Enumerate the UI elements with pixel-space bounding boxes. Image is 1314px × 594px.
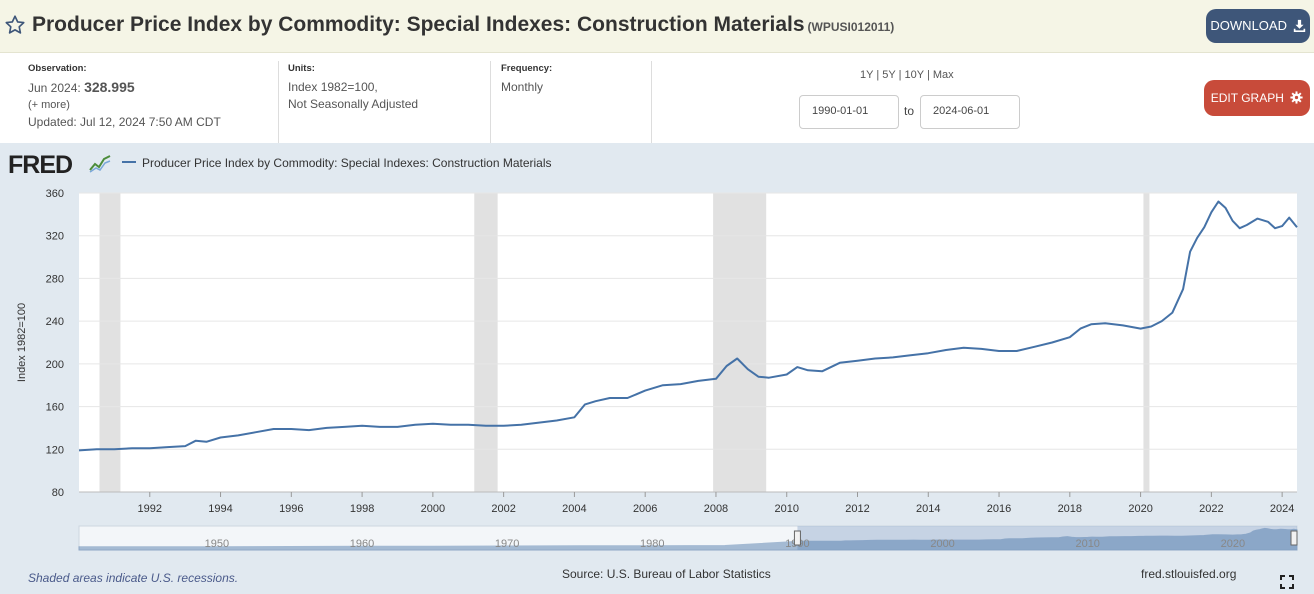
navigator-label: 1950 <box>205 538 229 550</box>
navigator-handle[interactable] <box>1290 530 1298 546</box>
x-tick-label: 1998 <box>350 503 374 515</box>
x-tick-label: 2018 <box>1058 503 1082 515</box>
fred-logo-chart-icon <box>88 153 112 173</box>
navigator-label: 2020 <box>1221 538 1245 550</box>
x-tick-label: 2002 <box>491 503 515 515</box>
plot-area <box>79 193 1297 492</box>
more-observations-link[interactable]: (+ more) <box>28 99 70 111</box>
gear-icon <box>1290 91 1303 104</box>
y-tick-label: 360 <box>46 188 64 200</box>
star-icon[interactable] <box>4 14 26 36</box>
series-metadata: Observation: Jun 2024: 328.995 (+ more) … <box>0 53 1314 143</box>
x-tick-label: 2000 <box>421 503 445 515</box>
frequency-block: Frequency: Monthly <box>501 63 552 96</box>
x-tick-label: 2016 <box>987 503 1011 515</box>
fred-logo-text: FRED <box>8 151 73 179</box>
range-separator: | <box>898 69 902 81</box>
y-tick-label: 120 <box>46 444 64 456</box>
range-1y[interactable]: 1Y <box>860 69 874 81</box>
updated-timestamp: Updated: Jul 12, 2024 7:50 AM CDT <box>28 115 221 129</box>
navigator-label: 2000 <box>930 538 954 550</box>
recession-band <box>1143 193 1150 492</box>
range-10y[interactable]: 10Y <box>904 69 924 81</box>
x-tick-label: 1994 <box>208 503 232 515</box>
navigator-label: 1960 <box>350 538 374 550</box>
chart-legend: Producer Price Index by Commodity: Speci… <box>122 156 552 170</box>
navigator-series <box>78 527 1298 551</box>
recession-band <box>99 193 121 492</box>
page-title: Producer Price Index by Commodity: Speci… <box>32 13 894 37</box>
download-label: DOWNLOAD <box>1210 18 1287 33</box>
observation-block: Observation: Jun 2024: 328.995 (+ more) … <box>28 63 221 131</box>
x-tick-label: 2014 <box>916 503 940 515</box>
end-date-input[interactable]: 2024-06-01 <box>920 95 1020 129</box>
units-block: Units: Index 1982=100, Not Seasonally Ad… <box>288 63 418 113</box>
x-tick-label: 2020 <box>1128 503 1152 515</box>
x-tick-label: 2008 <box>704 503 728 515</box>
y-axis-label: Index 1982=100 <box>16 303 28 382</box>
divider <box>278 61 279 143</box>
x-tick-label: 2004 <box>562 503 586 515</box>
y-tick-label: 80 <box>52 487 64 499</box>
navigator-handle[interactable] <box>793 530 801 546</box>
series-line[interactable] <box>78 200 1298 452</box>
range-separator: | <box>926 69 930 81</box>
x-tick-label: 2010 <box>774 503 798 515</box>
x-tick-label: 2024 <box>1270 503 1294 515</box>
chart[interactable]: 80 120 160 200 240 280 320 360 1992 1994 1996 1998 2… <box>0 143 1314 594</box>
site-link[interactable]: fred.stlouisfed.org <box>1141 567 1237 581</box>
recession-note: Shaded areas indicate U.S. recessions. <box>28 571 239 585</box>
observation-value: 328.995 <box>84 79 135 95</box>
units-label: Units: <box>288 63 315 74</box>
observation-row: Jun 2024: 328.995 <box>28 79 221 97</box>
range-5y[interactable]: 5Y <box>882 69 896 81</box>
navigator-label: 2010 <box>1075 538 1099 550</box>
range-max[interactable]: Max <box>932 69 954 81</box>
recession-band <box>713 193 767 492</box>
observation-date: Jun 2024: <box>28 81 81 95</box>
fullscreen-icon[interactable] <box>1280 575 1294 589</box>
series-id: (WPUSI012011) <box>807 20 895 34</box>
edit-graph-label: EDIT GRAPH <box>1210 91 1284 105</box>
x-tick-label: 2006 <box>633 503 657 515</box>
observation-label: Observation: <box>28 63 87 74</box>
navigator-selection[interactable] <box>797 526 1297 550</box>
start-date-input[interactable]: 1990-01-01 <box>799 95 899 129</box>
units-line-2: Not Seasonally Adjusted <box>288 97 419 111</box>
graph-panel: FRED Producer Price Index by Commodity: … <box>0 143 1314 594</box>
download-button[interactable]: DOWNLOAD <box>1206 9 1310 43</box>
edit-graph-button[interactable]: EDIT GRAPH <box>1204 80 1310 116</box>
y-tick-label: 240 <box>46 316 64 328</box>
x-tick-label: 1996 <box>279 503 303 515</box>
to-label: to <box>904 104 915 118</box>
download-icon <box>1293 19 1305 32</box>
source-note: Source: U.S. Bureau of Labor Statistics <box>562 567 771 581</box>
range-separator: | <box>876 69 880 81</box>
navigator-label: 1980 <box>640 538 664 550</box>
x-tick-label: 1992 <box>138 503 162 515</box>
fred-logo[interactable]: FRED <box>8 151 73 180</box>
legend-label: Producer Price Index by Commodity: Speci… <box>142 156 552 170</box>
y-tick-label: 200 <box>46 359 64 371</box>
y-tick-label: 280 <box>46 273 64 285</box>
frequency-label: Frequency: <box>501 63 553 74</box>
y-tick-label: 320 <box>46 231 64 243</box>
divider <box>651 61 652 143</box>
x-tick-label: 2012 <box>845 503 869 515</box>
navigator-label: 1970 <box>495 538 519 550</box>
legend-line-swatch <box>122 161 136 163</box>
range-selector: 1Y | 5Y | 10Y | Max <box>860 69 954 81</box>
title-bar: Producer Price Index by Commodity: Speci… <box>0 0 1314 53</box>
series-title: Producer Price Index by Commodity: Speci… <box>32 13 805 36</box>
recession-band <box>474 193 498 492</box>
y-tick-label: 160 <box>46 402 64 414</box>
x-tick-label: 2022 <box>1199 503 1223 515</box>
units-line-1: Index 1982=100, <box>288 80 378 94</box>
frequency-value: Monthly <box>501 80 544 94</box>
divider <box>490 61 491 143</box>
